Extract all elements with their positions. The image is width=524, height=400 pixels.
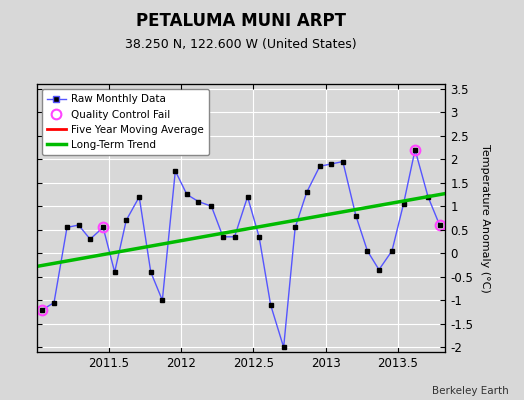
Text: PETALUMA MUNI ARPT: PETALUMA MUNI ARPT xyxy=(136,12,346,30)
Text: Berkeley Earth: Berkeley Earth xyxy=(432,386,508,396)
Y-axis label: Temperature Anomaly (°C): Temperature Anomaly (°C) xyxy=(480,144,490,292)
Legend: Raw Monthly Data, Quality Control Fail, Five Year Moving Average, Long-Term Tren: Raw Monthly Data, Quality Control Fail, … xyxy=(42,89,209,155)
Text: 38.250 N, 122.600 W (United States): 38.250 N, 122.600 W (United States) xyxy=(125,38,357,51)
